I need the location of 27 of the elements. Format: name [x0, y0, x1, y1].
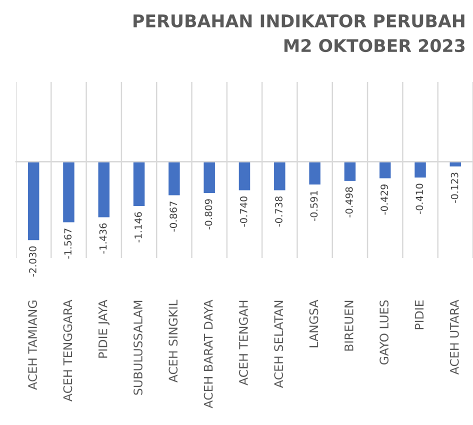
x-tick-label: BIREUEN	[344, 300, 354, 351]
data-label: -0.591	[310, 190, 318, 221]
x-tick-label: ACEH BARAT DAYA	[204, 300, 213, 408]
x-tick-label: ACEH UTARA	[450, 300, 459, 375]
data-label: -0.809	[204, 199, 212, 230]
data-label: -0.740	[240, 196, 248, 227]
x-tick-label: ACEH TENGGARA	[63, 300, 72, 402]
data-label: -0.123	[450, 172, 458, 203]
x-tick-label: PIDIE	[414, 300, 424, 330]
x-tick-label: ACEH TENGAH	[238, 300, 248, 386]
data-label: -1.146	[134, 212, 142, 242]
data-label: -0.498	[345, 187, 353, 218]
data-label: -0.410	[416, 184, 424, 214]
x-tick-label: ACEH TAMIANG	[28, 300, 37, 390]
x-tick-label: PIDIE JAYA	[98, 300, 110, 358]
x-tick-label: GAYO LUES	[380, 300, 389, 364]
data-label: -0.429	[380, 184, 388, 215]
x-tick-label: ACEH SELATAN	[274, 300, 284, 388]
data-label: -2.030	[29, 246, 36, 277]
chart-title: PERUBAHAN INDIKATOR PERUBAH M2 OKTOBER 2023	[134, 14, 465, 52]
x-tick-label: ACEH SINGKIL	[168, 300, 178, 383]
data-label: -0.867	[170, 202, 178, 232]
x-tick-label: LANGSA	[309, 300, 318, 348]
data-label: -1.436	[99, 223, 107, 254]
data-label: -0.738	[275, 196, 282, 227]
x-tick-label: SUBULUSSALAM	[134, 300, 142, 395]
data-label: -1.567	[64, 228, 72, 259]
